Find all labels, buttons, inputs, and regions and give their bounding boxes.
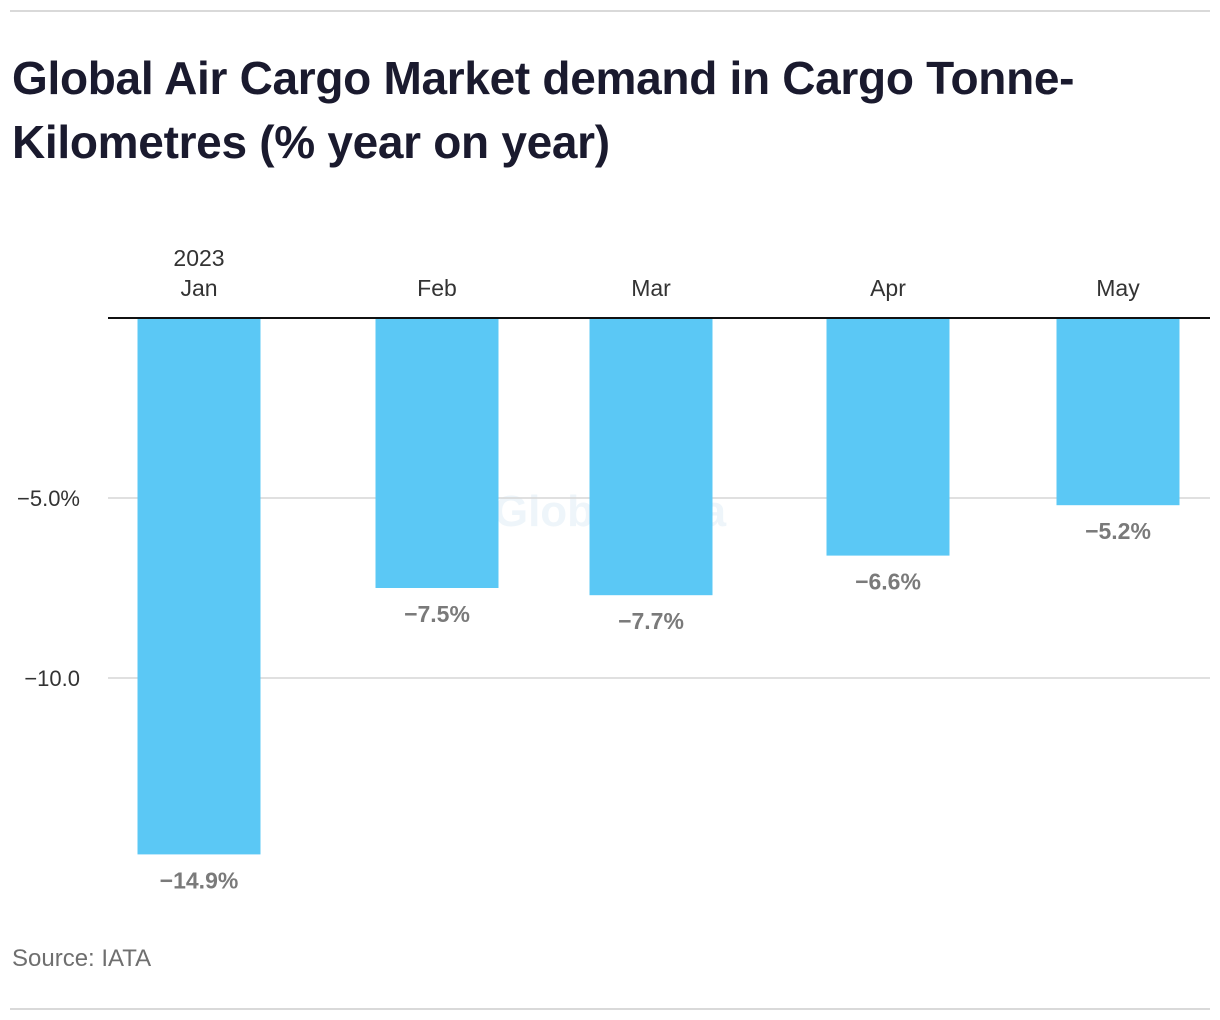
bars — [137, 318, 1180, 855]
top-rule — [10, 10, 1210, 12]
bar-may — [1056, 318, 1180, 506]
chart-title: Global Air Cargo Market demand in Cargo … — [12, 52, 1075, 168]
labels: −5.0% −10.0 −14.9% Jan −7.5% Feb −7.7% Mar −6.6%… — [17, 245, 1151, 893]
data-label: −7.7% — [618, 608, 684, 634]
x-tick-label: Feb — [417, 275, 457, 301]
bottom-rule — [10, 1008, 1210, 1010]
x-tick-label: Apr — [870, 275, 906, 301]
y-tick-label: −10.0 — [24, 666, 80, 691]
x-tick-label: May — [1096, 275, 1140, 301]
bar-feb — [375, 318, 499, 588]
x-tick-label: Mar — [631, 275, 671, 301]
bar-apr — [826, 318, 950, 556]
bar-jan — [137, 318, 261, 855]
x-tick-label: Jan — [180, 275, 217, 301]
data-label: −6.6% — [855, 569, 921, 595]
data-label: −7.5% — [404, 601, 470, 627]
data-label: −14.9% — [160, 867, 239, 893]
data-label: −5.2% — [1085, 518, 1151, 544]
x-year-label: 2023 — [173, 245, 224, 271]
bar-mar — [589, 318, 713, 596]
y-tick-label: −5.0% — [17, 486, 80, 511]
source-note: Source: IATA — [12, 945, 152, 972]
